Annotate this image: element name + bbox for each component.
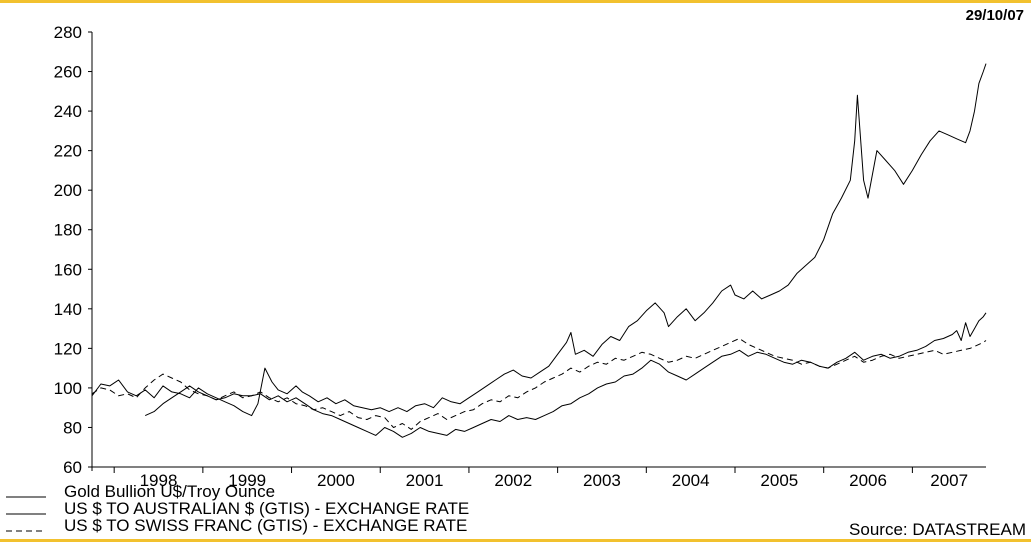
y-tick-label: 200 [54,181,82,200]
y-tick-label: 140 [54,300,82,319]
y-tick-label: 220 [54,142,82,161]
x-tick-label: 2006 [849,471,887,490]
series-line-2 [144,312,987,438]
y-tick-label: 180 [54,221,82,240]
series-line-1 [91,63,987,417]
x-tick-label: 2002 [494,471,532,490]
x-tick-label: 2005 [760,471,798,490]
y-tick-label: 120 [54,339,82,358]
y-tick-label: 260 [54,63,82,82]
x-tick-label: 2007 [930,471,968,490]
y-tick-label: 100 [54,379,82,398]
x-tick-label: 2003 [583,471,621,490]
series-lines [91,63,987,438]
x-tick-label: 2001 [406,471,444,490]
legend-label: Gold Bullion U$/Troy Ounce [64,482,275,501]
y-tick-label: 60 [63,458,82,477]
bottom-border [0,539,1031,542]
legend-label: US $ TO AUSTRALIAN $ (GTIS) - EXCHANGE R… [64,499,469,518]
axes: 60 80 100 120 140 160 180 200 220 240 260 280 1998 19… [54,23,986,490]
series-line-3 [91,338,987,430]
y-tick-label: 80 [63,418,82,437]
date-stamp: 29/10/07 [966,7,1024,24]
legend-label: US $ TO SWISS FRANC (GTIS) - EXCHANGE RA… [64,516,467,535]
y-tick-label: 160 [54,260,82,279]
y-tick-label: 280 [54,23,82,42]
x-tick-label: 1999 [228,471,266,490]
x-tick-label: 2000 [317,471,355,490]
top-border [0,0,1031,3]
x-tick-label: 1998 [140,471,178,490]
source-label: Source: DATASTREAM [849,520,1026,539]
y-tick-label: 240 [54,102,82,121]
x-tick-label: 2004 [672,471,710,490]
